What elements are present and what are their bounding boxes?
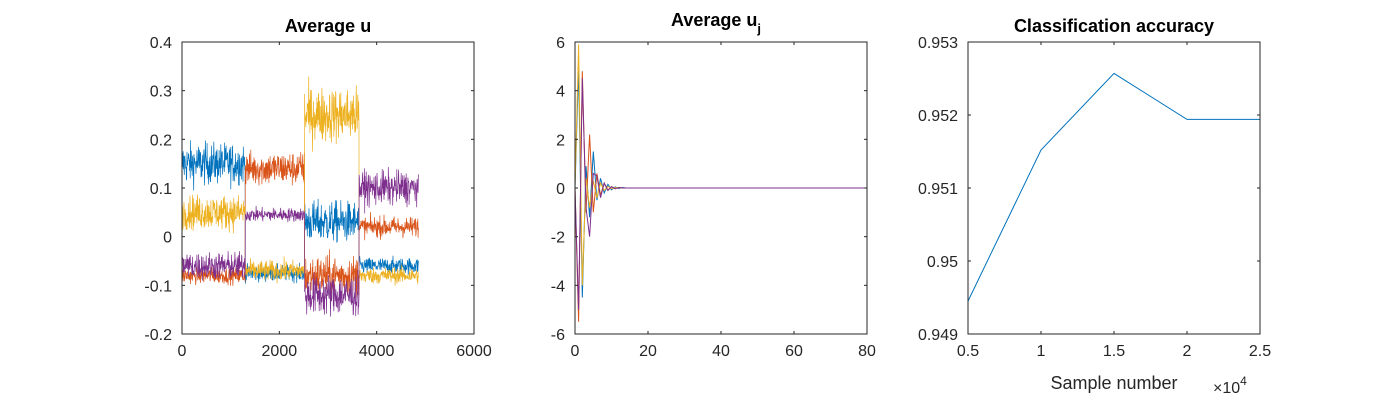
chart-average-uj: Average uj 0 20 40 60 80 -6 -4 -2 0 2 4 6	[551, 10, 876, 360]
x-tick-label: 1.5	[1103, 343, 1125, 360]
x-tick-label: 1	[1037, 343, 1046, 360]
series-line	[574, 78, 867, 310]
plot-area	[574, 41, 868, 335]
y-tick-label: -4	[551, 278, 565, 295]
axis-ticks: 0 20 40 60 80 -6 -4 -2 0 2 4 6	[551, 35, 876, 360]
y-tick-label: 0.1	[150, 181, 172, 198]
plot-area	[181, 41, 475, 335]
x-axis-multiplier: ×104	[1213, 374, 1247, 397]
y-tick-label: 0.95	[927, 254, 958, 271]
series-line	[967, 72, 1260, 302]
chart-title: Average uj	[671, 10, 761, 36]
x-tick-label: 20	[639, 343, 657, 360]
x-tick-label: 80	[858, 343, 876, 360]
series-lines	[574, 44, 867, 322]
x-tick-label: 6000	[456, 343, 492, 360]
plot-area	[967, 41, 1261, 335]
x-tick-label: 4000	[359, 343, 395, 360]
series-line	[181, 166, 419, 317]
chart-title: Average u	[285, 16, 371, 36]
chart-title: Classification accuracy	[1014, 16, 1214, 36]
y-tick-label: 0.4	[150, 35, 172, 52]
x-axis-label: Sample number	[1050, 373, 1177, 393]
y-tick-label: -0.2	[144, 327, 172, 344]
series-line	[574, 71, 867, 322]
y-tick-label: 0.952	[918, 108, 958, 125]
y-tick-label: 2	[556, 132, 565, 149]
x-tick-label: 0	[571, 343, 580, 360]
y-tick-label: -2	[551, 230, 565, 247]
chart-classification-accuracy: Classification accuracy 0.5 1 1.5 2 2.5 0.949…	[918, 16, 1271, 397]
y-tick-label: 0.951	[918, 181, 958, 198]
series-line	[574, 66, 867, 298]
y-tick-label: -0.1	[144, 278, 172, 295]
series-line	[574, 44, 867, 286]
series-lines	[181, 76, 419, 317]
x-tick-label: 60	[785, 343, 803, 360]
y-tick-label: 0.3	[150, 84, 172, 101]
axis-ticks: 0.5 1 1.5 2 2.5 0.949 0.95 0.951 0.952 0.953	[918, 35, 1271, 360]
series-line	[181, 76, 419, 286]
y-tick-label: 0.2	[150, 132, 172, 149]
x-tick-label: 0	[178, 343, 187, 360]
series-lines	[967, 72, 1260, 302]
y-tick-label: 4	[556, 84, 565, 101]
x-tick-label: 2	[1183, 343, 1192, 360]
y-tick-label: 0	[163, 230, 172, 247]
x-tick-label: 2.5	[1249, 343, 1271, 360]
y-tick-label: 6	[556, 35, 565, 52]
chart-average-u: Average u 0 2000 4000 6000 -0.2 -0.1 0 0.1 0.2 0.…	[144, 16, 491, 360]
x-tick-label: 2000	[262, 343, 298, 360]
y-tick-label: 0.953	[918, 35, 958, 52]
axis-ticks: 0 2000 4000 6000 -0.2 -0.1 0 0.1 0.2 0.3 0.4	[144, 35, 491, 360]
y-tick-label: -6	[551, 327, 565, 344]
y-tick-label: 0.949	[918, 327, 958, 344]
series-line	[181, 149, 419, 298]
x-tick-label: 0.5	[957, 343, 979, 360]
x-tick-label: 40	[712, 343, 730, 360]
y-tick-label: 0	[556, 181, 565, 198]
